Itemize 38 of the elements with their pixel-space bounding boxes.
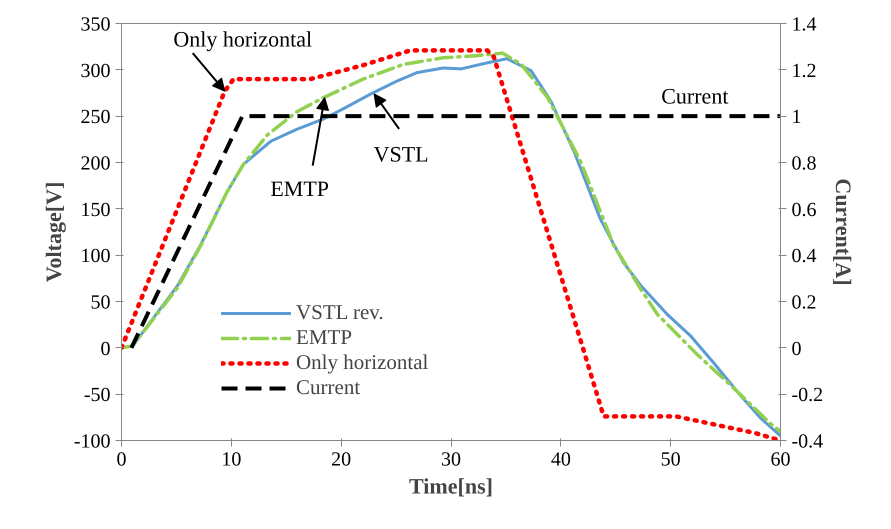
y-tick-label: 150 [80, 198, 110, 221]
y-tick-label: 100 [80, 245, 110, 268]
x-tick-label: 50 [660, 448, 681, 470]
x-tick-label: 40 [550, 448, 571, 470]
y2-tick-label: 0 [792, 338, 802, 360]
y2-axis-title: Current[A] [831, 178, 856, 286]
y2-tick-label: 0.6 [792, 198, 816, 221]
y-tick-label: -100 [74, 430, 111, 452]
y-tick-label: 350 [80, 14, 110, 36]
y2-tick-label: 1 [792, 106, 802, 128]
legend-label: Only horizontal [296, 350, 428, 375]
y-tick-label: 200 [80, 152, 110, 174]
y2-tick-label: 0.4 [792, 245, 816, 268]
x-tick-label: 60 [770, 448, 790, 470]
y2-tick-label: -0.4 [792, 430, 824, 452]
legend-label: EMTP [296, 325, 352, 350]
y2-tick-label: -0.2 [792, 384, 824, 406]
y-axis-title: Voltage[V] [40, 182, 66, 282]
annotation: EMTP [270, 176, 330, 202]
annotation: VSTL [374, 141, 429, 166]
y2-tick-label: 0.8 [792, 152, 816, 174]
y-tick-label: 0 [100, 338, 110, 360]
y2-tick-label: 1.2 [792, 60, 816, 82]
x-tick-label: 30 [441, 448, 461, 470]
y-tick-label: 50 [90, 292, 110, 314]
y2-tick-label: 1.4 [792, 14, 816, 36]
annotation: Current [661, 84, 728, 109]
x-tick-label: 0 [116, 448, 126, 470]
annotation: Only horizontal [173, 26, 312, 52]
y2-tick-label: 0.2 [792, 292, 816, 314]
x-tick-label: 10 [221, 448, 242, 470]
legend-label: Current [296, 375, 360, 400]
y-tick-label: -50 [84, 384, 111, 406]
x-tick-label: 20 [331, 448, 352, 470]
legend-label: VSTL rev. [296, 300, 384, 325]
y-tick-label: 250 [80, 106, 110, 128]
x-axis-title: Time[ns] [409, 474, 493, 498]
y-tick-label: 300 [80, 60, 110, 82]
